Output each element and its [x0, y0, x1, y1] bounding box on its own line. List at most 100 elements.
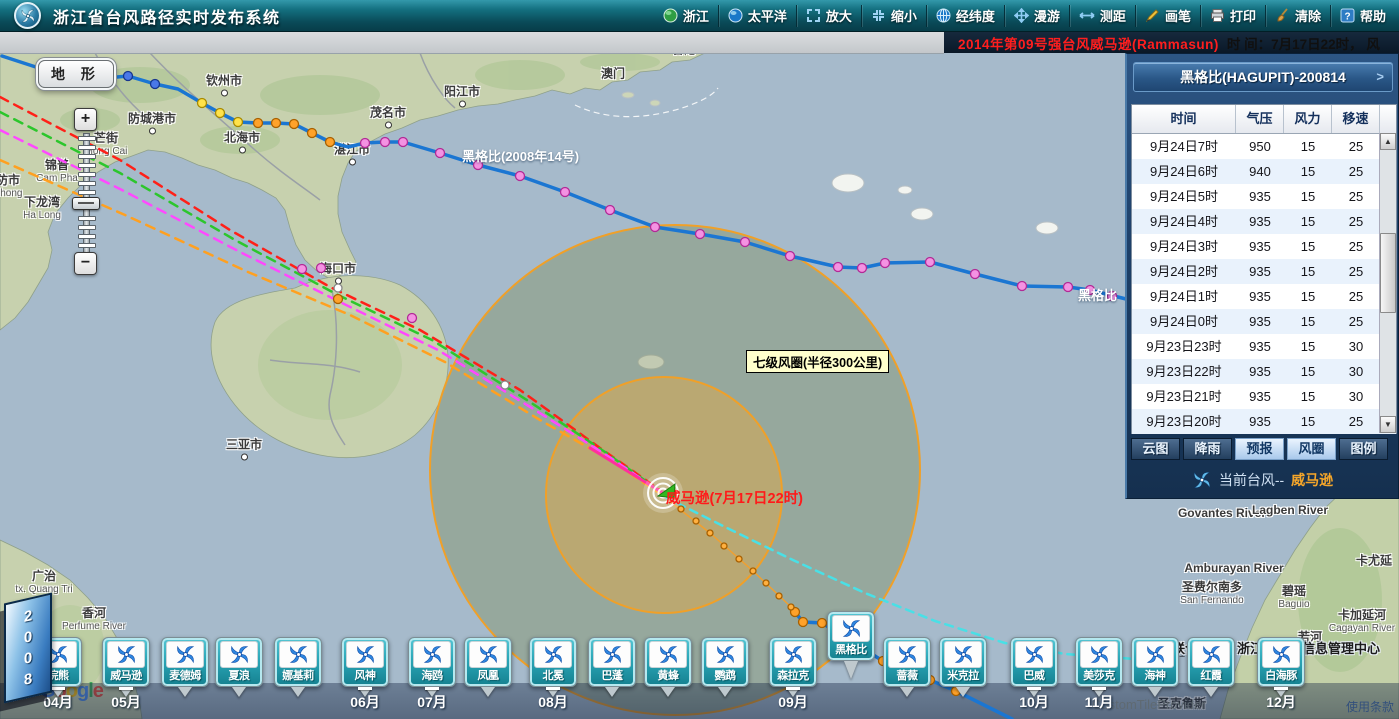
table-row[interactable]: 9月24日5时 935 15 25 [1132, 184, 1396, 209]
track-point[interactable] [924, 256, 936, 268]
nav-clear-button[interactable]: 清除 [1264, 4, 1330, 27]
typhoon-strip-item[interactable]: 白海豚 [1256, 637, 1306, 697]
table-row[interactable]: 9月24日6时 940 15 25 [1132, 159, 1396, 184]
typhoon-tile[interactable]: 米克拉 [939, 637, 987, 687]
zoom-slider-handle[interactable] [72, 197, 100, 210]
typhoon-strip-item[interactable]: 黄蜂 [643, 637, 693, 697]
track-point[interactable] [406, 312, 418, 324]
track-point[interactable] [149, 78, 161, 90]
track-point[interactable] [749, 567, 757, 575]
typhoon-tile[interactable]: 黄蜂 [644, 637, 692, 687]
typhoon-strip-item[interactable]: 北冕 [528, 637, 578, 697]
typhoon-strip-item[interactable]: 巴蓬 [587, 637, 637, 697]
track-point[interactable] [500, 380, 510, 390]
table-row[interactable]: 9月24日7时 950 15 25 [1132, 134, 1396, 159]
track-point[interactable] [122, 70, 134, 82]
track-point[interactable] [270, 117, 282, 129]
typhoon-strip-item[interactable]: 巴威 [1009, 637, 1059, 697]
terrain-button[interactable]: 地 形 [38, 60, 114, 88]
track-point[interactable] [288, 118, 300, 130]
typhoon-tile[interactable]: 夏浪 [215, 637, 263, 687]
track-point[interactable] [324, 136, 336, 148]
track-point[interactable] [832, 261, 844, 273]
typhoon-tile[interactable]: 森拉克 [769, 637, 817, 687]
nav-pen-button[interactable]: 画笔 [1134, 4, 1200, 27]
typhoon-strip-item[interactable]: 麦德姆 [160, 637, 210, 697]
scroll-down-button[interactable]: ▼ [1380, 416, 1396, 433]
track-point[interactable] [775, 592, 783, 600]
typhoon-tile[interactable]: 黑格比 [827, 611, 875, 661]
track-point[interactable] [1106, 290, 1118, 302]
typhoon-strip-item[interactable]: 威马逊 [101, 637, 151, 697]
panel-tab-legend[interactable]: 图例 [1339, 438, 1388, 460]
typhoon-strip-item[interactable]: 米克拉 [938, 637, 988, 697]
table-row[interactable]: 9月24日4时 935 15 25 [1132, 209, 1396, 234]
track-point[interactable] [856, 262, 868, 274]
table-row[interactable]: 9月24日0时 935 15 25 [1132, 309, 1396, 334]
track-point[interactable] [252, 117, 264, 129]
track-point[interactable] [332, 293, 344, 305]
panel-tab-rain[interactable]: 降雨 [1183, 438, 1232, 460]
track-point[interactable] [1084, 284, 1096, 296]
typhoon-tile[interactable]: 巴蓬 [588, 637, 636, 687]
typhoon-tile[interactable]: 麦德姆 [161, 637, 209, 687]
track-point[interactable] [315, 262, 327, 274]
typhoon-strip-item[interactable]: 海神 [1130, 637, 1180, 697]
scroll-up-button[interactable]: ▲ [1380, 133, 1396, 150]
nav-help-button[interactable]: ? 帮助 [1329, 4, 1395, 27]
track-point[interactable] [214, 107, 226, 119]
typhoon-strip-item[interactable]: 凤凰 [463, 637, 513, 697]
nav-pan-button[interactable]: 漫游 [1003, 4, 1069, 27]
nav-print-button[interactable]: 打印 [1199, 4, 1265, 27]
track-point[interactable] [397, 136, 409, 148]
table-row[interactable]: 9月23日22时 935 15 30 [1132, 359, 1396, 384]
track-point[interactable] [787, 603, 795, 611]
track-point[interactable] [359, 137, 371, 149]
zoom-out-button[interactable]: − [74, 252, 97, 275]
typhoon-strip-item[interactable]: 红霞 [1186, 637, 1236, 697]
track-point[interactable] [649, 221, 661, 233]
table-row[interactable]: 9月24日1时 935 15 25 [1132, 284, 1396, 309]
table-row[interactable]: 9月23日23时 935 15 30 [1132, 334, 1396, 359]
typhoon-strip-item[interactable]: 娜基莉 [273, 637, 323, 697]
scroll-thumb[interactable] [1380, 233, 1396, 313]
track-point[interactable] [720, 542, 728, 550]
table-row[interactable]: 9月23日20时 935 15 25 [1132, 409, 1396, 434]
track-point[interactable] [816, 617, 828, 629]
typhoon-tile[interactable]: 海神 [1131, 637, 1179, 687]
typhoon-strip-item[interactable]: 鹦鹉 [700, 637, 750, 697]
track-point[interactable] [514, 170, 526, 182]
nav-measure-button[interactable]: 测距 [1068, 4, 1135, 27]
typhoon-tile[interactable]: 蔷薇 [883, 637, 931, 687]
nav-zhejiang-button[interactable]: 浙江 [654, 5, 718, 27]
track-point[interactable] [472, 159, 484, 171]
track-point[interactable] [333, 283, 343, 293]
track-point[interactable] [784, 250, 796, 262]
track-point[interactable] [196, 97, 208, 109]
table-scrollbar[interactable]: ▲ ▼ [1379, 133, 1396, 433]
typhoon-tile[interactable]: 风神 [341, 637, 389, 687]
track-point[interactable] [677, 505, 685, 513]
typhoon-tile[interactable]: 白海豚 [1257, 637, 1305, 687]
track-point[interactable] [1062, 281, 1074, 293]
typhoon-tile[interactable]: 巴威 [1010, 637, 1058, 687]
track-point[interactable] [604, 204, 616, 216]
typhoon-tile[interactable]: 娜基莉 [274, 637, 322, 687]
typhoon-tile[interactable]: 美莎克 [1075, 637, 1123, 687]
typhoon-tile[interactable]: 威马逊 [102, 637, 150, 687]
track-point[interactable] [692, 517, 700, 525]
track-point[interactable] [879, 257, 891, 269]
track-point[interactable] [1016, 280, 1028, 292]
typhoon-strip-item[interactable]: 黑格比 [826, 611, 876, 679]
track-point[interactable] [706, 529, 714, 537]
track-point[interactable] [694, 228, 706, 240]
table-row[interactable]: 9月23日21时 935 15 30 [1132, 384, 1396, 409]
current-typhoon-name[interactable]: 威马逊 [1291, 472, 1334, 488]
panel-tab-windcircle[interactable]: 风圈 [1287, 438, 1336, 460]
nav-latlon-button[interactable]: 经纬度 [925, 4, 1004, 27]
table-row[interactable]: 9月24日3时 935 15 25 [1132, 234, 1396, 259]
nav-zoom-out-button[interactable]: 缩小 [860, 4, 926, 27]
track-point[interactable] [797, 616, 809, 628]
typhoon-tile[interactable]: 北冕 [529, 637, 577, 687]
